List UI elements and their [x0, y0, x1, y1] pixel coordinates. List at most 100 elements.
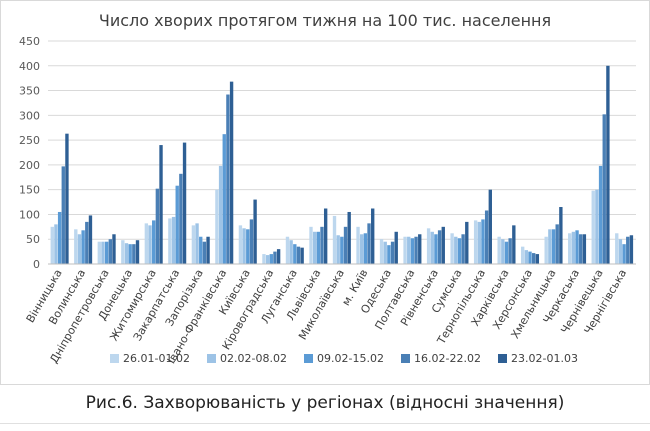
bar — [108, 239, 112, 264]
bar — [488, 189, 492, 264]
bar — [568, 233, 572, 264]
bar — [229, 81, 234, 264]
bar — [101, 241, 105, 264]
bar — [528, 251, 532, 264]
bar — [626, 236, 630, 264]
y-tick-label: 200 — [19, 159, 40, 172]
bar — [132, 244, 136, 264]
bar — [202, 241, 207, 264]
bar — [481, 219, 485, 264]
bar — [61, 166, 65, 264]
bar — [215, 189, 219, 264]
bar — [524, 250, 529, 264]
bar — [390, 241, 395, 264]
legend-label: 02.02-08.02 — [220, 352, 287, 365]
bar — [629, 235, 634, 264]
bar — [520, 246, 525, 264]
bar — [434, 234, 438, 264]
bar — [615, 233, 619, 264]
bar — [336, 235, 340, 264]
bar — [135, 240, 140, 264]
bar — [606, 65, 610, 264]
bar — [104, 241, 109, 264]
bar — [360, 234, 364, 264]
y-tick-label: 450 — [19, 35, 40, 48]
figure-caption: Рис.6. Захворюваність у регіонах (віднос… — [85, 393, 565, 413]
legend-swatch — [207, 354, 216, 363]
bar — [262, 254, 266, 264]
bar — [293, 244, 297, 264]
bar — [206, 236, 210, 264]
bar — [430, 231, 434, 264]
bar — [441, 226, 445, 264]
y-tick-label: 100 — [19, 208, 40, 221]
y-tick-label: 300 — [19, 109, 40, 122]
bar — [289, 240, 293, 264]
bar — [218, 165, 223, 264]
bar — [226, 94, 230, 265]
bar — [473, 220, 478, 264]
bar — [238, 225, 243, 264]
y-tick-label: 350 — [19, 85, 40, 98]
bar — [74, 229, 78, 264]
bar — [403, 236, 407, 264]
bar — [544, 236, 548, 264]
bar — [454, 236, 458, 264]
legend-swatch — [304, 354, 313, 363]
bar — [300, 247, 304, 264]
bar — [512, 225, 516, 264]
bar — [414, 236, 418, 264]
bar — [501, 239, 505, 264]
bar — [85, 221, 89, 264]
bar — [582, 234, 587, 264]
bar — [144, 223, 149, 264]
bar — [559, 207, 563, 264]
bar — [371, 208, 375, 264]
bar — [598, 165, 603, 264]
bar — [379, 239, 384, 264]
legend-label: 16.02-22.02 — [414, 352, 481, 365]
bar — [343, 226, 348, 264]
bar — [548, 229, 552, 264]
bar — [387, 245, 391, 264]
bar — [77, 234, 82, 264]
bar — [461, 234, 465, 264]
bar — [497, 236, 501, 264]
bar — [128, 244, 132, 264]
legend-label: 26.01-01.02 — [123, 352, 190, 365]
bar — [57, 211, 62, 264]
y-tick-label: 0 — [33, 258, 40, 271]
bar — [383, 241, 387, 264]
bar — [595, 189, 599, 264]
y-tick-label: 250 — [19, 134, 40, 147]
y-tick-label: 50 — [26, 233, 40, 246]
bar — [465, 221, 469, 264]
bar — [265, 255, 270, 264]
bar — [571, 231, 576, 264]
y-tick-label: 150 — [19, 184, 40, 197]
bar — [323, 208, 328, 264]
bar — [273, 251, 277, 264]
bottom-divider — [0, 423, 650, 424]
bar — [296, 246, 301, 264]
legend-label: 09.02-15.02 — [317, 352, 384, 365]
chart-title: Число хворих протягом тижня на 100 тис. … — [99, 11, 551, 30]
chart-frame — [0, 0, 650, 385]
bar — [97, 241, 101, 264]
bar — [54, 224, 58, 264]
bar — [81, 230, 85, 264]
bar — [618, 239, 623, 264]
bar — [602, 114, 606, 264]
legend-swatch — [498, 354, 507, 363]
bar — [195, 223, 199, 264]
bar — [222, 134, 226, 264]
bar — [171, 216, 176, 264]
legend-swatch — [401, 354, 410, 363]
bar — [246, 229, 250, 264]
bar — [363, 233, 368, 264]
bar — [347, 211, 351, 264]
bar — [121, 240, 125, 264]
bar — [410, 238, 415, 264]
bar — [340, 236, 344, 264]
